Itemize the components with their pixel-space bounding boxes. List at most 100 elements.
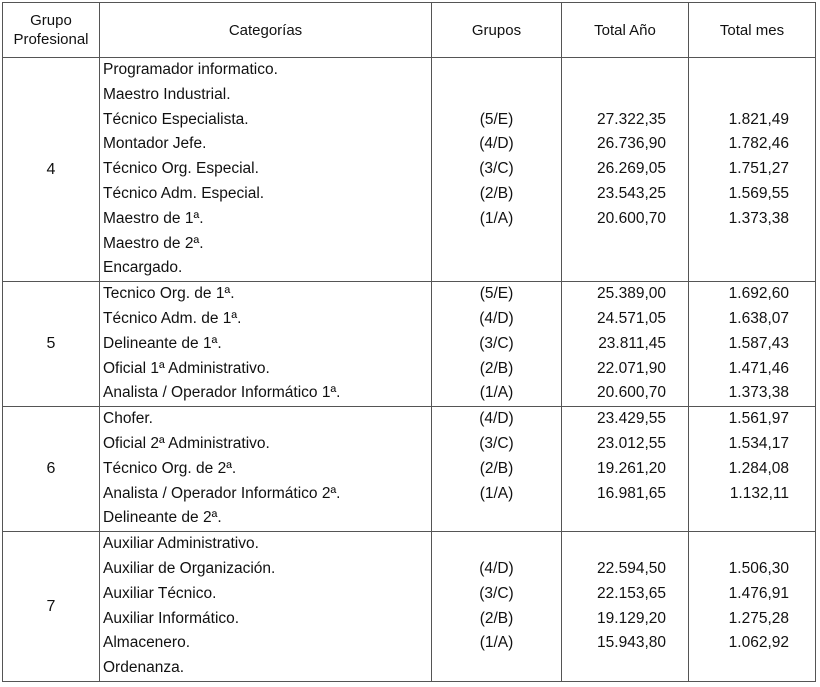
total-anio-line: 20.600,70 — [597, 384, 666, 402]
categoria-line: Auxiliar Administrativo. — [103, 535, 259, 553]
categoria-line: Maestro de 1ª. — [103, 209, 204, 227]
total-anio-line: 25.389,00 — [597, 285, 666, 303]
grupo-code-line: (4/D) — [479, 559, 514, 577]
total-mes-line: 1.476,91 — [728, 584, 789, 602]
table-row: 5 Tecnico Org. de 1ª. Técnico Adm. de 1ª. D… — [2, 281, 816, 408]
total-anio-cell: 23.429,55 23.012,55 19.261,20 16.981,65 — [561, 406, 689, 533]
grupo-code-line: (1/A) — [479, 634, 514, 652]
total-mes-line: 1.373,38 — [728, 209, 789, 227]
grupo-profesional-cell: 4 — [2, 56, 100, 283]
table-row: 7 Auxiliar Administrativo. Auxiliar de Org… — [2, 531, 816, 682]
table-body: 4 Programador informatico. Maestro Industr… — [2, 56, 816, 682]
grupo-code-line: (1/A) — [479, 384, 514, 402]
total-anio-line: 26.269,05 — [597, 160, 666, 178]
total-anio-line: 23.429,55 — [597, 410, 666, 428]
categoria-line: Maestro de 2ª. — [103, 234, 204, 252]
total-mes-line: 1.471,46 — [728, 359, 789, 377]
grupo-code-line: (3/C) — [479, 434, 514, 452]
grupo-code-line: (3/C) — [479, 334, 514, 352]
grupo-code-line: (2/B) — [479, 184, 514, 202]
categoria-line: Auxiliar de Organización. — [103, 559, 276, 577]
total-mes-line: 1.506,30 — [728, 559, 789, 577]
total-mes-line — [689, 656, 815, 681]
header-total-anio: Total Año — [561, 2, 689, 58]
total-anio-line — [562, 656, 688, 681]
grupo-code-line — [432, 256, 561, 281]
table-row: 6 Chofer. Oficial 2ª Administrativo. Técnic… — [2, 406, 816, 533]
total-anio-cell: 25.389,00 24.571,05 23.811,45 22.071,90 20.6… — [561, 281, 689, 408]
categoria-cell: Chofer. Oficial 2ª Administrativo. Técnico… — [99, 406, 432, 533]
total-anio-line — [562, 232, 688, 257]
total-anio-line: 22.153,65 — [597, 584, 666, 602]
grupo-code-cell: (4/D) (3/C) (2/B) (1/A) — [431, 406, 562, 533]
grupo-code-cell: (5/E) (4/D) (3/C) (2/B) (1/A) — [431, 281, 562, 408]
total-anio-line — [562, 256, 688, 281]
header-total-mes: Total mes — [688, 2, 816, 58]
total-anio-line — [562, 58, 688, 83]
grupo-code-line — [432, 532, 561, 557]
total-anio-line: 27.322,35 — [597, 110, 666, 128]
header-row: Grupo Profesional Categorías Grupos Tota… — [2, 2, 816, 58]
grupo-code-cell: (4/D) (3/C) (2/B) (1/A) — [431, 531, 562, 682]
total-anio-line: 19.129,20 — [597, 609, 666, 627]
total-anio-line — [562, 532, 688, 557]
total-mes-cell: 1.561,97 1.534,17 1.284,08 1.132,11 — [688, 406, 816, 533]
categoria-line: Auxiliar Informático. — [103, 609, 240, 627]
grupo-code-line: (5/E) — [479, 285, 514, 303]
categoria-line: Tecnico Org. de 1ª. — [103, 285, 235, 303]
total-anio-line: 23.543,25 — [597, 184, 666, 202]
categoria-line: Oficial 1ª Administrativo. — [103, 359, 270, 377]
categoria-line: Técnico Especialista. — [103, 110, 249, 128]
total-mes-line — [689, 532, 815, 557]
total-mes-line: 1.638,07 — [728, 309, 789, 327]
categoria-line: Técnico Org. Especial. — [103, 160, 259, 178]
total-mes-cell: 1.692,60 1.638,07 1.587,43 1.471,46 1.373,38 — [688, 281, 816, 408]
grupo-code-line: (1/A) — [479, 209, 514, 227]
total-mes-cell: 1.506,30 1.476,91 1.275,28 1.062,92 — [688, 531, 816, 682]
total-mes-line: 1.821,49 — [728, 110, 789, 128]
total-mes-line: 1.692,60 — [728, 285, 789, 303]
total-anio-cell: 22.594,50 22.153,65 19.129,20 15.943,80 — [561, 531, 689, 682]
total-anio-line: 23.012,55 — [597, 434, 666, 452]
total-mes-line: 1.275,28 — [728, 609, 789, 627]
total-mes-line — [689, 232, 815, 257]
total-mes-line — [689, 256, 815, 281]
header-grupo-profesional: Grupo Profesional — [2, 2, 100, 58]
total-anio-line — [562, 506, 688, 531]
categoria-line: Ordenanza. — [103, 659, 184, 677]
categoria-cell: Tecnico Org. de 1ª. Técnico Adm. de 1ª. De… — [99, 281, 432, 408]
grupo-code-line: (4/D) — [479, 309, 514, 327]
total-mes-line: 1.587,43 — [728, 334, 789, 352]
categoria-cell: Auxiliar Administrativo. Auxiliar de Orga… — [99, 531, 432, 682]
grupo-profesional-cell: 7 — [2, 531, 100, 682]
grupo-code-line: (4/D) — [479, 135, 514, 153]
categoria-line: Maestro Industrial. — [103, 85, 231, 103]
total-anio-cell: 27.322,35 26.736,90 26.269,05 23.543,25 20.6… — [561, 56, 689, 283]
grupo-code-line — [432, 232, 561, 257]
total-anio-line: 20.600,70 — [597, 209, 666, 227]
total-mes-line: 1.561,97 — [728, 410, 789, 428]
total-mes-line: 1.782,46 — [728, 135, 789, 153]
grupo-code-line: (4/D) — [479, 410, 514, 428]
header-grupos: Grupos — [431, 2, 562, 58]
grupo-profesional-cell: 6 — [2, 406, 100, 533]
categoria-line: Oficial 2ª Administrativo. — [103, 434, 270, 452]
total-mes-line: 1.132,11 — [729, 484, 789, 502]
total-mes-line: 1.284,08 — [728, 459, 789, 477]
total-mes-line — [689, 83, 815, 108]
categoria-line: Montador Jefe. — [103, 135, 207, 153]
grupo-code-line: (2/B) — [479, 459, 514, 477]
categoria-line: Técnico Org. de 2ª. — [103, 459, 237, 477]
categoria-line: Auxiliar Técnico. — [103, 584, 217, 602]
total-mes-line: 1.062,92 — [728, 634, 789, 652]
categoria-line: Chofer. — [103, 410, 153, 428]
grupo-code-line: (2/B) — [479, 359, 514, 377]
total-mes-line — [689, 506, 815, 531]
total-mes-line: 1.569,55 — [728, 184, 789, 202]
table-row: 4 Programador informatico. Maestro Industr… — [2, 56, 816, 283]
grupo-code-line: (2/B) — [479, 609, 514, 627]
categoria-line: Delineante de 1ª. — [103, 334, 222, 352]
grupo-code-line: (3/C) — [479, 584, 514, 602]
grupo-profesional-cell: 5 — [2, 281, 100, 408]
